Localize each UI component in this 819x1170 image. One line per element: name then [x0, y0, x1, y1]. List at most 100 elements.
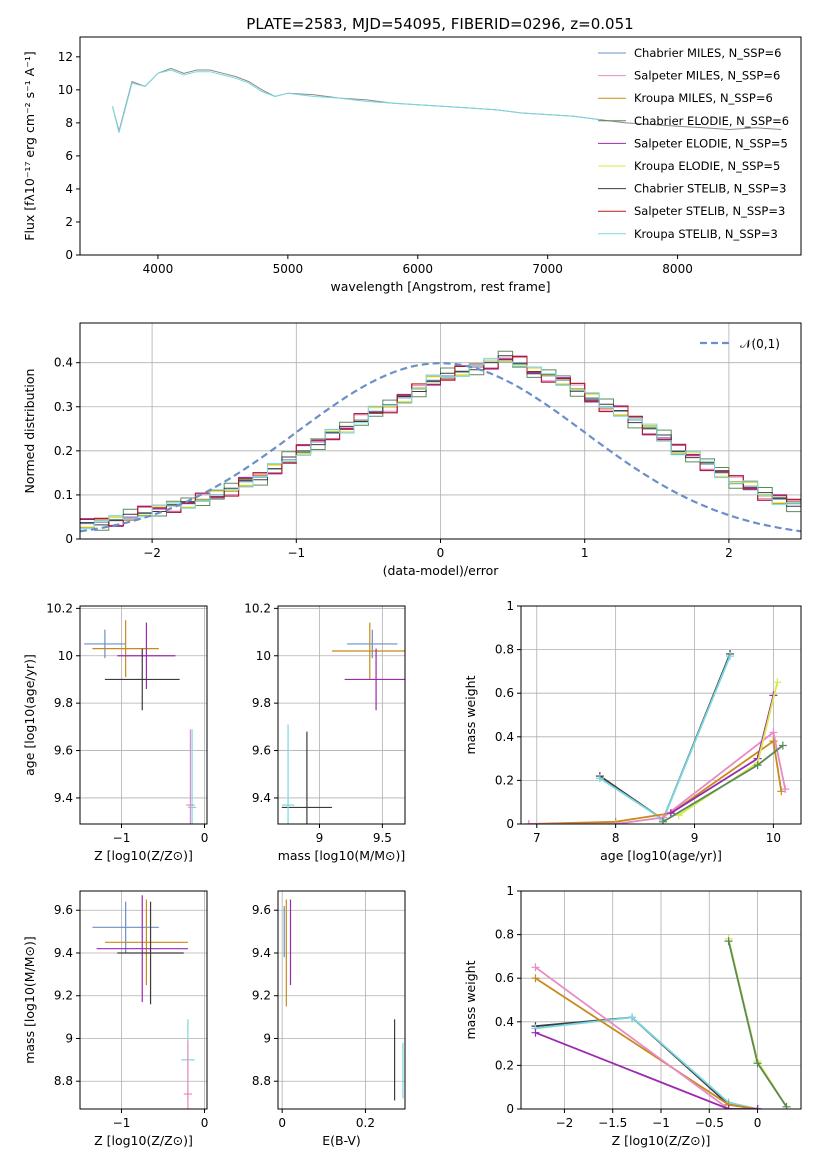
- y-tick-label: 0.4: [495, 730, 514, 744]
- x-tick-label: 0: [437, 546, 445, 560]
- weight-point-marker: [595, 774, 604, 783]
- weight-series-line: [528, 730, 787, 824]
- y-tick-label: 6: [65, 149, 73, 163]
- plot-area: [281, 622, 405, 824]
- axes-frame: [79, 890, 208, 1110]
- x-tick-label: −1: [113, 831, 131, 845]
- weight-point-marker: [531, 963, 540, 972]
- x-axis-label: E(B-V): [322, 1133, 361, 1148]
- y-tick-label: 9.4: [54, 946, 73, 960]
- ticks: [517, 890, 759, 1113]
- grid: [80, 891, 207, 1109]
- x-tick-label: −1: [287, 546, 305, 560]
- plot-area: [92, 895, 195, 1109]
- weight-point-marker: [611, 820, 620, 824]
- plot-area: [84, 620, 197, 824]
- y-tick-label: 0.6: [495, 686, 514, 700]
- x-axis-label: Z [log10(Z/Z⊙)]: [94, 1133, 193, 1148]
- y-tick-label: 8.8: [252, 1074, 271, 1088]
- panel-spectrum: Chabrier MILES, N_SSP=6 Salpeter MILES, N…: [22, 36, 802, 294]
- plot-area: [283, 899, 404, 1101]
- axes-frame: [79, 36, 802, 256]
- plot-area: [80, 350, 801, 533]
- x-tick-label: 7: [533, 831, 541, 845]
- x-axis-label: wavelength [Angstrom, rest frame]: [330, 279, 550, 294]
- y-tick-label: 9.6: [54, 744, 73, 758]
- x-tick-label: 4000: [143, 262, 174, 276]
- weight-point-marker: [753, 1059, 762, 1068]
- weight-point-marker: [781, 785, 790, 794]
- x-tick-label: 9.5: [373, 831, 392, 845]
- panel-age-weight: 7 8 9 10 0 0.2 0.4 0.6 0.8 1 age [log10(age/yr)] ma…: [463, 599, 802, 863]
- panel-z-age: −1 0 9.4 9.6 9.8 10 10.2 Z [log10(Z/Z⊙)] age [lo…: [22, 601, 209, 863]
- weight-point-marker: [753, 1105, 762, 1109]
- x-tick-label: 7000: [532, 262, 563, 276]
- weight-point-marker: [531, 1028, 540, 1037]
- plot-area: [524, 649, 790, 824]
- weight-series-line: [535, 1016, 758, 1109]
- x-axis-label: age [log10(age/yr)]: [600, 848, 722, 863]
- y-tick-label: 10.2: [244, 601, 271, 615]
- y-tick-label: 9.6: [252, 903, 271, 917]
- panel-ebv-mass: 0 0.2 8.8 9 9.2 9.4 9.6 E(B-V): [252, 890, 406, 1148]
- y-tick-label: 0.6: [495, 971, 514, 985]
- x-axis-label: Z [log10(Z/Z⊙)]: [94, 848, 193, 863]
- x-tick-label: −2: [143, 546, 161, 560]
- legend-label: Chabrier STELIB, N_SSP=3: [634, 182, 786, 196]
- x-tick-label: −1.5: [598, 1116, 627, 1130]
- legend-label: Chabrier ELODIE, N_SSP=6: [634, 114, 789, 128]
- weight-point-marker: [658, 817, 667, 824]
- x-tick-label: 10: [766, 831, 781, 845]
- grid: [80, 606, 207, 824]
- y-tick-label: 9.4: [252, 791, 271, 805]
- axes-frame: [277, 605, 406, 825]
- y-tick-label: 10: [58, 649, 73, 663]
- y-tick-label: 10.2: [46, 601, 73, 615]
- x-tick-label: 0: [201, 831, 209, 845]
- weight-series-line: [670, 695, 775, 814]
- y-tick-label: 9.2: [252, 989, 271, 1003]
- legend-label: Salpeter STELIB, N_SSP=3: [634, 204, 785, 218]
- y-tick-label: 0.4: [495, 1015, 514, 1029]
- x-tick-label: 0.2: [356, 1116, 375, 1130]
- weight-point-marker: [666, 809, 675, 818]
- weight-point-marker: [769, 728, 778, 737]
- y-tick-label: 9: [263, 1031, 271, 1045]
- plot-area: [531, 934, 791, 1109]
- y-tick-label: 9.4: [252, 946, 271, 960]
- weight-point-marker: [778, 741, 787, 750]
- weight-point-marker: [753, 761, 762, 770]
- model-spectrum-line: [112, 69, 600, 133]
- y-tick-label: 9.8: [252, 696, 271, 710]
- weight-point-marker: [726, 652, 735, 661]
- histogram-series: [80, 359, 801, 529]
- ticks: [76, 362, 730, 543]
- legend-label: 𝒩(0,1): [740, 337, 780, 351]
- x-tick-label: 8000: [662, 262, 693, 276]
- grid: [278, 891, 405, 1109]
- x-tick-label: −1: [113, 1116, 131, 1130]
- grid: [278, 606, 405, 824]
- y-tick-label: 9.8: [54, 696, 73, 710]
- y-tick-label: 8.8: [54, 1074, 73, 1088]
- axes-frame: [520, 605, 802, 825]
- y-tick-label: 8: [65, 116, 73, 130]
- histogram-series: [80, 357, 801, 530]
- legend-label: Chabrier MILES, N_SSP=6: [634, 46, 781, 60]
- y-tick-label: 0.3: [54, 400, 73, 414]
- y-tick-label: 0.4: [54, 356, 73, 370]
- x-tick-label: −2: [556, 1116, 574, 1130]
- ticks: [517, 605, 774, 828]
- x-tick-label: 2: [725, 546, 733, 560]
- weight-series-line: [535, 1031, 758, 1109]
- panel-z-mass: −1 0 8.8 9 9.2 9.4 9.6 Z [log10(Z/Z⊙)] mass [log…: [22, 890, 208, 1148]
- weight-series-line: [535, 977, 758, 1109]
- y-tick-label: 0: [65, 248, 73, 262]
- y-axis-label: age [log10(age/yr)]: [22, 654, 37, 776]
- legend-label: Kroupa STELIB, N_SSP=3: [634, 227, 778, 241]
- weight-point-marker: [777, 787, 786, 796]
- panel-mass-age: 9 9.5 9.4 9.6 9.8 10 10.2 mass [log10(M/M⊙)]: [244, 601, 406, 863]
- x-axis-label: Z [log10(Z/Z⊙)]: [612, 1133, 711, 1148]
- y-tick-label: 0.8: [495, 928, 514, 942]
